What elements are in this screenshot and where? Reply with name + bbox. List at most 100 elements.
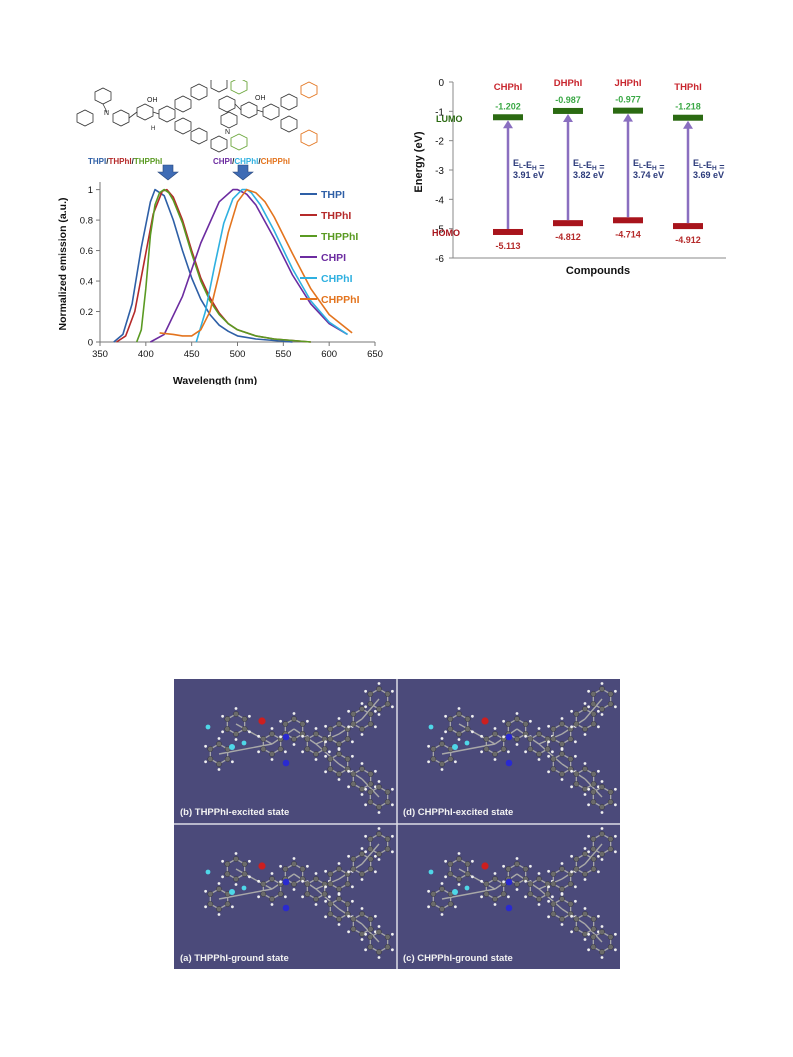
carbon-atom (590, 934, 597, 940)
hydrogen-atom (270, 872, 274, 875)
carbon-atom (464, 716, 471, 722)
carbon-atom (359, 726, 365, 732)
hydrogen-atom (597, 870, 600, 874)
emission-x-tick-label: 450 (184, 349, 200, 360)
hydrogen-atom (360, 847, 364, 850)
hydrogen-atom (364, 689, 367, 693)
geometry-caption-c: (c) CHPPhI-ground state (403, 953, 513, 964)
carbon-atom (313, 876, 319, 882)
carbon-atom (269, 896, 275, 902)
hydrogen-atom (347, 854, 350, 858)
hydrogen-atom (337, 862, 341, 865)
hydrogen-atom (597, 854, 600, 858)
compound-label: DHPhI (554, 78, 583, 89)
carbon-atom (573, 781, 580, 787)
molecule-bond (315, 743, 340, 765)
emission-xlabel: Wavelength (nm) (173, 375, 257, 385)
hydrogen-atom (351, 899, 354, 903)
carbon-atom (359, 911, 365, 917)
carbon-atom (233, 731, 239, 737)
molecule-model (204, 827, 394, 959)
hydrogen-atom (444, 714, 447, 718)
hydrogen-atom (374, 854, 377, 858)
carbon-atom (492, 731, 498, 737)
legend-label-chpphi: CHPPhI (321, 294, 360, 306)
carbon-atom (384, 691, 391, 697)
hydrogen-atom (614, 850, 617, 854)
oxygen-atom (258, 717, 266, 725)
hydrogen-atom (270, 727, 274, 730)
hydrogen-atom (587, 705, 590, 709)
hydrogen-atom (328, 895, 331, 899)
energy-y-tick-label: -2 (435, 137, 444, 148)
carbon-atom (233, 876, 239, 882)
molecule-bond (361, 923, 380, 943)
hydrogen-atom (444, 859, 447, 863)
energy-y-tick-label: -6 (435, 254, 444, 265)
carbon-atom (550, 871, 557, 877)
hydrogen-atom (597, 769, 600, 773)
hydrogen-atom (377, 858, 381, 861)
hydrogen-atom (221, 714, 224, 718)
hydrogen-atom (292, 712, 296, 715)
carbon-atom (304, 736, 311, 742)
carbon-atom (359, 871, 365, 877)
hydrogen-atom (248, 859, 251, 863)
hydrogen-atom (248, 714, 251, 718)
hydrogen-atom (454, 905, 457, 909)
structure-right (218, 93, 298, 133)
hydrogen-atom (583, 762, 587, 765)
hydrogen-atom (427, 905, 430, 909)
carbon-atom (321, 891, 328, 897)
hydrogen-atom (337, 717, 341, 720)
hydrogen-atom (583, 733, 587, 736)
oxygen-atom (481, 862, 489, 870)
carbon-atom (456, 731, 462, 737)
hydrogen-atom (515, 888, 519, 891)
molecule-bond (458, 723, 496, 745)
hydrogen-atom (471, 859, 474, 863)
homo-bar (613, 217, 643, 224)
hydrogen-atom (374, 870, 377, 874)
carbon-atom (336, 721, 342, 727)
hydrogen-atom (324, 899, 327, 903)
carbon-atom (447, 901, 454, 907)
geometry-caption-a: (a) THPPhI-ground state (180, 953, 289, 964)
carbon-atom (599, 831, 605, 837)
hydrogen-atom (347, 709, 350, 713)
hydrogen-atom (560, 923, 564, 926)
molecule-bond (561, 763, 586, 780)
carbon-atom (483, 736, 490, 742)
molecule-bond (315, 878, 340, 890)
hydrogen-atom (360, 793, 364, 796)
lumo-bar (553, 107, 583, 114)
hydrogen-atom (257, 734, 260, 738)
hydrogen-atom (347, 914, 350, 918)
carbon-atom (384, 836, 391, 842)
carbon-atom (430, 746, 437, 752)
carbon-atom (522, 866, 529, 872)
carbon-atom (527, 881, 534, 887)
hydrogen-atom (493, 872, 497, 875)
carbon-atom (590, 856, 597, 862)
hydrogen-atom (471, 875, 474, 879)
carbon-atom (304, 881, 311, 887)
emission-y-tick-label: 0.6 (80, 246, 93, 257)
carbon-atom (350, 916, 357, 922)
hydrogen-atom (360, 733, 364, 736)
structure-left-caption: THPI/THPhI/THPPhI (88, 157, 162, 166)
hydrogen-atom (529, 864, 532, 868)
hydrogen-atom (597, 785, 600, 789)
carbon-atom (590, 799, 597, 805)
hydrogen-atom (600, 827, 604, 830)
caption-chpphi: CHPPhI (261, 157, 290, 166)
carbon-atom (282, 721, 289, 727)
carbon-atom (313, 751, 319, 757)
lumo-value: -0.977 (615, 95, 641, 105)
molecule-bond (561, 718, 586, 735)
molecule-model (204, 682, 394, 814)
hydrogen-atom (570, 870, 573, 874)
hydrogen-atom (529, 719, 532, 723)
emission-line-thpi (113, 188, 293, 343)
